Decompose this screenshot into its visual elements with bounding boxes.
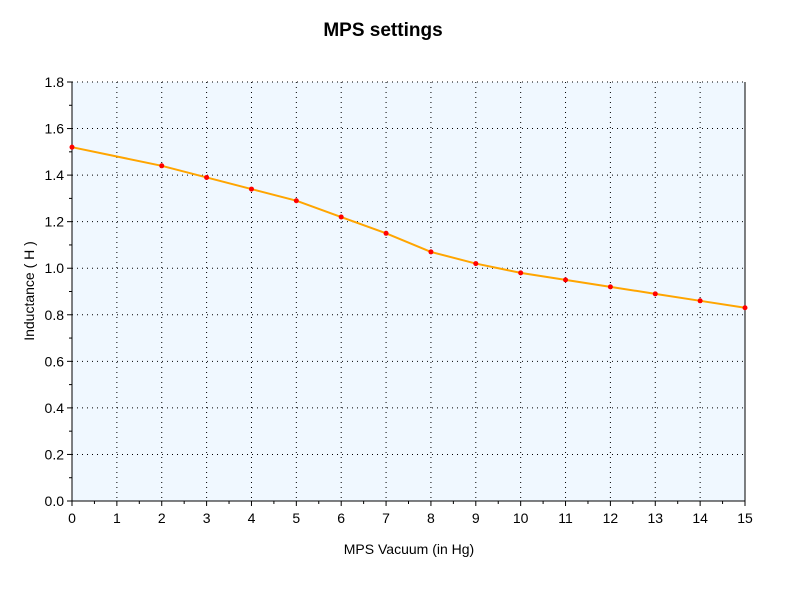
chart-title: MPS settings [323, 20, 442, 41]
x-tick-label: 8 [427, 510, 435, 526]
data-point [473, 261, 479, 267]
data-point [293, 198, 299, 204]
y-axis-label: Inductance ( H ) [21, 241, 37, 341]
data-point [159, 163, 165, 169]
x-tick-label: 7 [382, 510, 390, 526]
y-tick-label: 1.6 [45, 121, 65, 137]
y-tick-label: 0.2 [45, 446, 65, 462]
x-tick-label: 14 [692, 510, 708, 526]
data-point [383, 230, 389, 236]
y-tick-label: 0.0 [45, 493, 65, 509]
y-tick-label: 0.6 [45, 353, 65, 369]
y-tick-label: 1.8 [45, 74, 65, 90]
y-tick-label: 0.4 [45, 400, 65, 416]
axes [67, 81, 746, 506]
x-tick-label: 0 [68, 510, 76, 526]
data-point [607, 284, 613, 290]
x-tick-label: 12 [603, 510, 619, 526]
x-tick-label: 15 [737, 510, 753, 526]
x-tick-label: 2 [158, 510, 166, 526]
x-axis-label: MPS Vacuum (in Hg) [344, 541, 474, 557]
y-tick-label: 1.4 [45, 167, 65, 183]
data-point [204, 174, 210, 180]
x-tick-label: 1 [113, 510, 121, 526]
series-group [69, 144, 748, 311]
data-point [428, 249, 434, 255]
y-tick-label: 1.0 [45, 260, 65, 276]
data-point [518, 270, 524, 276]
data-point [652, 291, 658, 297]
plot-area [72, 82, 745, 501]
y-tick-label: 1.2 [45, 214, 65, 230]
y-tick-label: 0.8 [45, 307, 65, 323]
tick-labels: 0 1 2 3 4 5 6 7 8 9 10 11 12 13 14 150.00.20.40.60.81.0… [45, 74, 753, 526]
x-tick-label: 4 [248, 510, 256, 526]
data-point [563, 277, 569, 283]
data-point [338, 214, 344, 220]
data-point [69, 144, 75, 150]
x-tick-label: 10 [513, 510, 529, 526]
x-tick-label: 13 [647, 510, 663, 526]
data-point [248, 186, 254, 192]
x-tick-label: 11 [558, 510, 573, 526]
grid-lines [72, 81, 745, 501]
data-point [742, 305, 748, 311]
x-tick-label: 5 [292, 510, 300, 526]
data-point [697, 298, 703, 304]
x-tick-label: 3 [203, 510, 211, 526]
x-tick-label: 6 [337, 510, 345, 526]
x-tick-label: 9 [472, 510, 480, 526]
